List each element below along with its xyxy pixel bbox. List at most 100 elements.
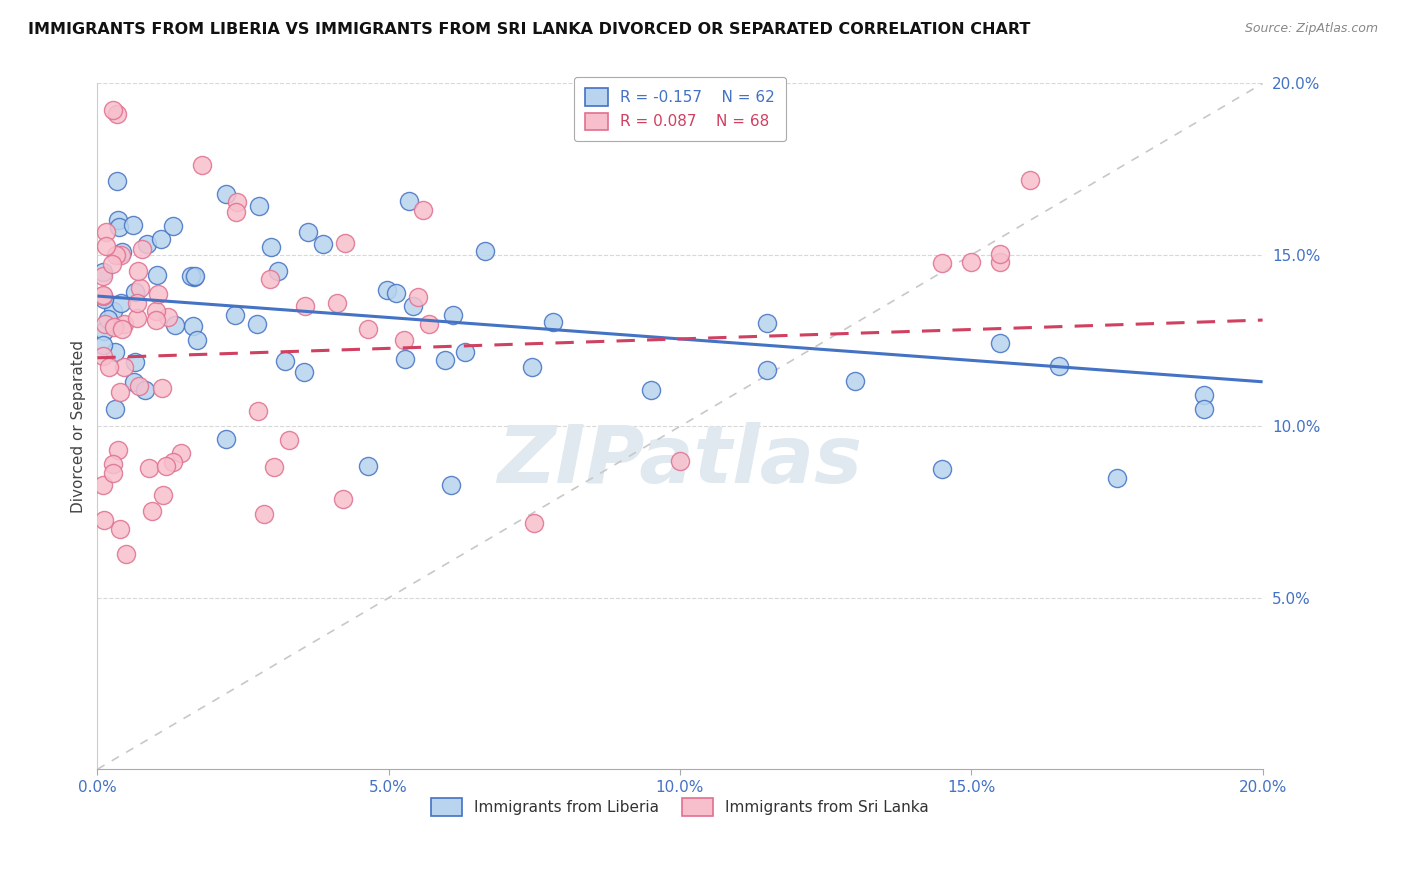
Point [520,360,543,375]
Point [294,299,316,313]
Point [105,247,128,261]
Point [1194,402,1216,417]
Point [146,287,169,301]
Point [180,268,202,283]
Point [101,466,124,480]
Point [394,351,416,366]
Point [253,507,276,521]
Point [107,212,129,227]
Point [141,504,163,518]
Point [326,296,349,310]
Point [402,299,425,313]
Point [247,404,270,418]
Point [183,270,205,285]
Point [131,242,153,256]
Point [1194,388,1216,402]
Point [103,320,125,334]
Point [990,254,1012,268]
Point [103,103,125,117]
Point [91,265,114,279]
Point [105,107,128,121]
Point [91,477,114,491]
Point [104,401,127,416]
Point [186,333,208,347]
Point [135,237,157,252]
Point [112,359,135,374]
Point [127,264,149,278]
Point [115,547,138,561]
Point [97,312,120,326]
Point [150,232,173,246]
Point [125,295,148,310]
Point [181,318,204,333]
Point [394,333,416,347]
Point [155,458,177,473]
Point [756,316,779,330]
Point [474,244,496,259]
Point [669,454,692,468]
Point [150,381,173,395]
Point [91,289,114,303]
Point [990,335,1012,350]
Point [96,225,118,239]
Point [312,236,335,251]
Text: IMMIGRANTS FROM LIBERIA VS IMMIGRANTS FROM SRI LANKA DIVORCED OR SEPARATED CORRE: IMMIGRANTS FROM LIBERIA VS IMMIGRANTS FR… [28,22,1031,37]
Point [124,285,146,300]
Point [418,318,440,332]
Point [412,202,434,217]
Point [165,318,187,332]
Point [152,488,174,502]
Point [332,491,354,506]
Point [523,516,546,531]
Point [108,522,131,536]
Point [756,363,779,377]
Point [398,194,420,208]
Point [960,59,983,73]
Point [1018,172,1040,186]
Point [215,187,238,202]
Text: Source: ZipAtlas.com: Source: ZipAtlas.com [1244,22,1378,36]
Point [357,322,380,336]
Point [122,375,145,389]
Point [931,461,953,475]
Point [145,268,167,283]
Point [191,158,214,172]
Point [440,477,463,491]
Point [225,205,247,219]
Point [110,248,132,262]
Point [104,344,127,359]
Point [162,455,184,469]
Point [127,311,149,326]
Point [454,345,477,359]
Point [640,383,662,397]
Point [94,317,117,331]
Point [157,310,180,324]
Point [112,318,135,332]
Point [105,174,128,188]
Point [145,313,167,327]
Point [122,218,145,232]
Point [110,296,132,310]
Point [101,304,124,318]
Point [408,290,430,304]
Point [97,359,120,374]
Point [138,460,160,475]
Point [108,384,131,399]
Point [441,308,464,322]
Point [273,354,295,368]
Point [375,284,398,298]
Point [224,308,246,322]
Point [541,315,564,329]
Point [91,338,114,352]
Point [960,255,983,269]
Y-axis label: Divorced or Separated: Divorced or Separated [72,340,86,513]
Point [98,59,121,73]
Point [277,434,299,448]
Point [91,287,114,301]
Point [225,195,247,210]
Point [259,272,281,286]
Point [931,256,953,270]
Point [128,378,150,392]
Point [333,235,356,250]
Point [1105,471,1128,485]
